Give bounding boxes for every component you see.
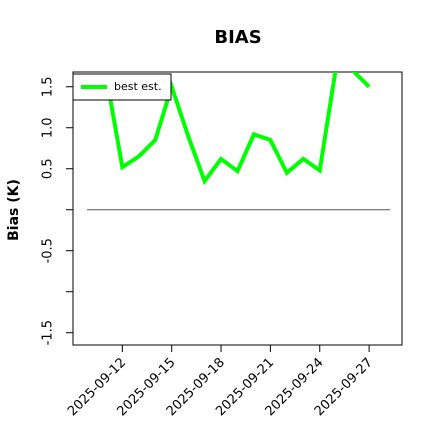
data-line [103, 72, 371, 186]
y-axis-label: Bias (K) [6, 179, 22, 241]
chart-title: BIAS [214, 27, 261, 48]
y-tick-label: 0.5 [41, 158, 56, 179]
y-tick-label: 1.0 [41, 117, 56, 138]
plot-area [103, 72, 371, 186]
y-tick-label: 1.5 [41, 76, 56, 97]
y-tick-label: -0.5 [41, 238, 56, 263]
legend-label: best est. [114, 80, 162, 93]
y-tick-label: -1.5 [41, 320, 56, 345]
plot-frame [72, 71, 403, 346]
